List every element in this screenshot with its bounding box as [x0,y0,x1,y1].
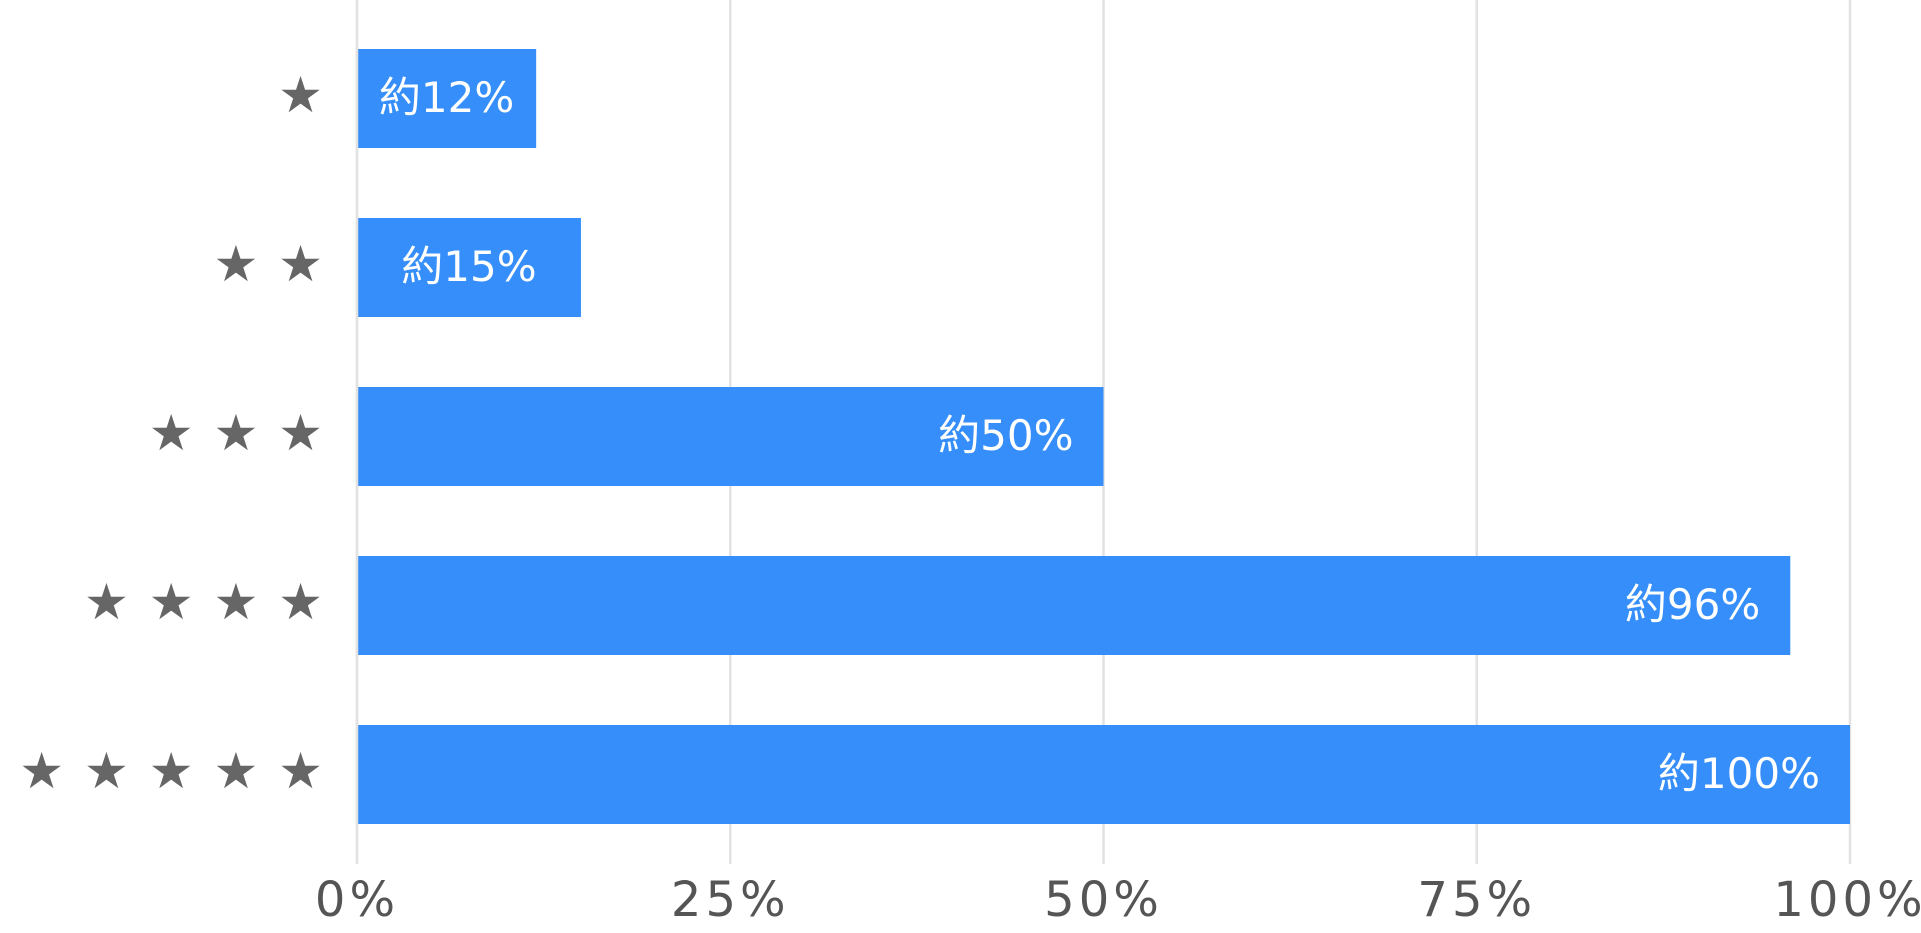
bar [357,725,1850,824]
category-label: ★ ★ ★ ★ [84,573,325,631]
value-label: 約96% [1625,580,1760,629]
value-label: 約12% [379,73,514,122]
x-tick-label: 75% [1417,872,1536,928]
value-label: 約50% [938,411,1073,460]
value-label: 約100% [1658,749,1820,798]
category-label: ★ ★ ★ ★ ★ [19,742,325,800]
x-tick-label: 100% [1773,872,1921,928]
value-label: 約15% [401,242,536,291]
bar [357,387,1104,486]
x-tick-label: 25% [671,872,790,928]
bar [357,218,581,317]
category-label: ★ ★ [213,235,325,293]
bar [357,556,1791,655]
bar [357,49,537,148]
x-tick-label: 0% [315,872,399,928]
category-label: ★ ★ ★ [149,404,325,462]
x-tick-label: 50% [1044,872,1163,928]
category-label: ★ [278,66,325,124]
